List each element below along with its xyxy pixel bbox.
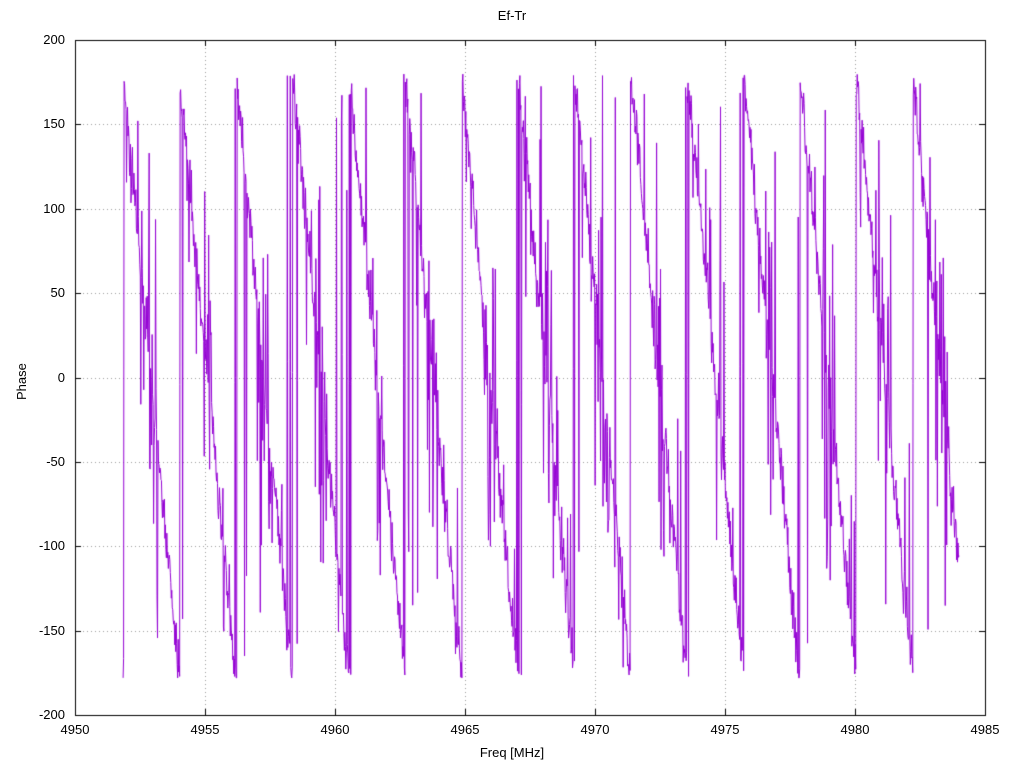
y-tick-label: 50: [50, 285, 65, 301]
chart-title: Ef-Tr: [497, 8, 527, 23]
y-tick-label: -200: [38, 707, 65, 722]
x-tick-label: 4960: [320, 722, 350, 737]
x-tick-label: 4970: [580, 722, 610, 737]
y-tick-label: 100: [43, 200, 65, 216]
x-tick-label: 4955: [190, 722, 220, 737]
y-tick-label: 150: [43, 116, 65, 132]
x-tick-label: 4975: [710, 722, 740, 737]
y-tick-label: -100: [38, 538, 65, 554]
x-tick-label: 4950: [60, 722, 90, 737]
y-tick-label: 200: [43, 32, 65, 47]
y-tick-label: 0: [57, 369, 65, 385]
x-tick-label: 4965: [450, 722, 480, 737]
x-tick-label: 4985: [970, 722, 1000, 737]
y-tick-label: -150: [38, 622, 65, 638]
y-tick-label: -50: [46, 453, 65, 469]
x-axis-label: Freq [MHz]: [479, 745, 545, 760]
x-tick-label: 4980: [840, 722, 870, 737]
